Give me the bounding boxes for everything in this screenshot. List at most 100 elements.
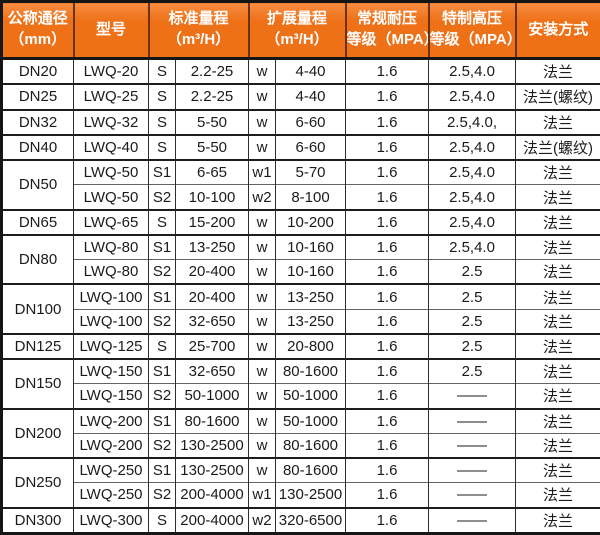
cell-extended-range: 13-250 [275, 283, 346, 310]
cell-standard-pressure-rating: 1.6 [345, 208, 429, 235]
cell-standard-range-code: S2 [148, 383, 176, 409]
cell-model: LWQ-25 [73, 83, 149, 110]
cell-standard-range-code: S1 [148, 159, 176, 185]
cell-extended-range: 80-1600 [275, 358, 346, 384]
cell-model: LWQ-40 [73, 133, 149, 161]
cell-standard-pressure-rating: 1.6 [345, 108, 429, 135]
cell-standard-range-code: S2 [148, 259, 176, 285]
cell-installation-method: 法兰 [515, 383, 600, 409]
cell-high-pressure-rating: 2.5 [428, 283, 516, 310]
cell-extended-range-code: w [248, 308, 276, 334]
cell-standard-range-code: S1 [148, 283, 176, 310]
table-row: LWQ-250 S2 200-4000 w1 130-2500 1.6 —— 法兰 [2, 482, 600, 508]
cell-installation-method: 法兰 [515, 457, 600, 483]
header-high-pressure-rating: 特制高压 等级（MPA） [427, 1, 516, 60]
cell-extended-range-code: w [248, 108, 276, 135]
cell-nominal-diameter: DN150 [1, 358, 74, 409]
cell-high-pressure-rating: 2.5,4.0 [428, 133, 516, 161]
cell-high-pressure-rating: 2.5,4.0 [428, 208, 516, 235]
cell-high-pressure-rating: 2.5,4.0 [428, 57, 516, 85]
table-row: DN20 LWQ-20 S 2.2-25 w 4-40 1.6 2.5,4.0 法兰 [1, 57, 600, 85]
cell-high-pressure-rating: 2.5 [428, 358, 516, 384]
cell-model: LWQ-80 [73, 233, 149, 260]
table-row: DN125 LWQ-125 S 25-700 w 20-800 1.6 2.5 法兰 [1, 332, 600, 360]
cell-standard-range-code: S [148, 83, 176, 110]
table-row: LWQ-150 S2 50-1000 w 50-1000 1.6 —— 法兰 [2, 383, 600, 409]
cell-extended-range: 130-2500 [275, 482, 346, 508]
cell-model: LWQ-20 [73, 57, 149, 85]
cell-standard-pressure-rating: 1.6 [345, 259, 429, 285]
cell-extended-range: 10-200 [275, 208, 346, 235]
table-row: LWQ-200 S2 130-2500 w 80-1600 1.6 —— 法兰 [2, 432, 600, 459]
cell-standard-pressure-rating: 1.6 [345, 432, 429, 459]
cell-nominal-diameter: DN20 [1, 57, 74, 85]
cell-high-pressure-rating: 2.5,4.0 [428, 233, 516, 260]
cell-extended-range-code: w [248, 432, 276, 459]
cell-nominal-diameter: DN100 [1, 283, 74, 334]
cell-standard-range: 80-1600 [175, 407, 249, 434]
cell-high-pressure-rating: —— [428, 383, 516, 409]
cell-standard-pressure-rating: 1.6 [345, 506, 429, 534]
cell-model: LWQ-150 [73, 358, 149, 384]
cell-installation-method: 法兰 [515, 57, 600, 85]
cell-extended-range: 4-40 [275, 83, 346, 110]
cell-installation-method: 法兰(螺纹) [515, 133, 600, 161]
cell-model: LWQ-50 [73, 184, 149, 210]
header-line: 常规耐压 [356, 10, 417, 28]
cell-extended-range: 13-250 [275, 308, 346, 334]
cell-standard-range: 25-700 [175, 332, 249, 360]
cell-nominal-diameter: DN32 [1, 108, 74, 135]
header-row: 公称通径 （mm） 型号 标准量程 （m³/H） 扩展量程 （m³/H） 常规耐压 等级（MPA… [1, 1, 600, 60]
table-row: DN40 LWQ-40 S 5-50 w 6-60 1.6 2.5,4.0 法兰(螺纹) [1, 133, 600, 161]
header-standard-range: 标准量程 （m³/H） [147, 1, 249, 60]
cell-standard-pressure-rating: 1.6 [345, 133, 429, 161]
cell-installation-method: 法兰 [515, 108, 600, 135]
table-row: DN300 LWQ-300 S 200-4000 w2 320-6500 1.6 —— 法兰 [1, 506, 600, 534]
cell-high-pressure-rating: 2.5 [428, 308, 516, 334]
cell-standard-range: 200-4000 [175, 482, 249, 508]
cell-installation-method: 法兰 [515, 358, 600, 384]
header-model: 型号 [72, 1, 149, 60]
cell-installation-method: 法兰 [515, 407, 600, 434]
cell-standard-range-code: S2 [148, 432, 176, 459]
table-row: DN32 LWQ-32 S 5-50 w 6-60 1.6 2.5,4.0, 法兰 [1, 108, 600, 135]
cell-model: LWQ-125 [73, 332, 149, 360]
cell-high-pressure-rating: —— [428, 457, 516, 483]
cell-installation-method: 法兰 [515, 208, 600, 235]
cell-standard-pressure-rating: 1.6 [345, 184, 429, 210]
cell-installation-method: 法兰(螺纹) [515, 83, 600, 110]
cell-model: LWQ-150 [73, 383, 149, 409]
cell-model: LWQ-200 [73, 432, 149, 459]
cell-standard-range-code: S2 [148, 482, 176, 508]
header-extended-range: 扩展量程 （m³/H） [247, 1, 346, 60]
cell-standard-range-code: S1 [148, 407, 176, 434]
cell-standard-range-code: S2 [148, 308, 176, 334]
cell-standard-range-code: S [148, 57, 176, 85]
cell-standard-range-code: S [148, 506, 176, 534]
cell-nominal-diameter: DN25 [1, 83, 74, 110]
cell-extended-range-code: w [248, 83, 276, 110]
cell-model: LWQ-250 [73, 457, 149, 483]
cell-installation-method: 法兰 [515, 159, 600, 185]
cell-high-pressure-rating: 2.5,4.0 [428, 83, 516, 110]
cell-model: LWQ-100 [73, 283, 149, 310]
table-row: DN200 LWQ-200 S1 80-1600 w 50-1000 1.6 —— 法兰 [1, 407, 600, 459]
cell-standard-range: 32-650 [175, 308, 249, 334]
cell-standard-pressure-rating: 1.6 [345, 233, 429, 260]
cell-extended-range: 320-6500 [275, 506, 346, 534]
cell-model: LWQ-300 [73, 506, 149, 534]
cell-extended-range-code: w [248, 358, 276, 384]
cell-extended-range: 80-1600 [275, 457, 346, 483]
header-installation-method: 安装方式 [514, 1, 600, 60]
table-row: DN50 LWQ-50 S1 6-65 w1 5-70 1.6 2.5,4.0 法兰 [1, 159, 600, 210]
cell-nominal-diameter: DN300 [1, 506, 74, 534]
cell-extended-range-code: w [248, 259, 276, 285]
table-row: LWQ-80 S2 20-400 w 10-160 1.6 2.5 法兰 [2, 259, 600, 285]
header-line: 安装方式 [528, 20, 589, 38]
cell-model: LWQ-50 [73, 159, 149, 185]
cell-standard-range: 32-650 [175, 358, 249, 384]
cell-model: LWQ-80 [73, 259, 149, 285]
cell-installation-method: 法兰 [515, 482, 600, 508]
cell-installation-method: 法兰 [515, 233, 600, 260]
